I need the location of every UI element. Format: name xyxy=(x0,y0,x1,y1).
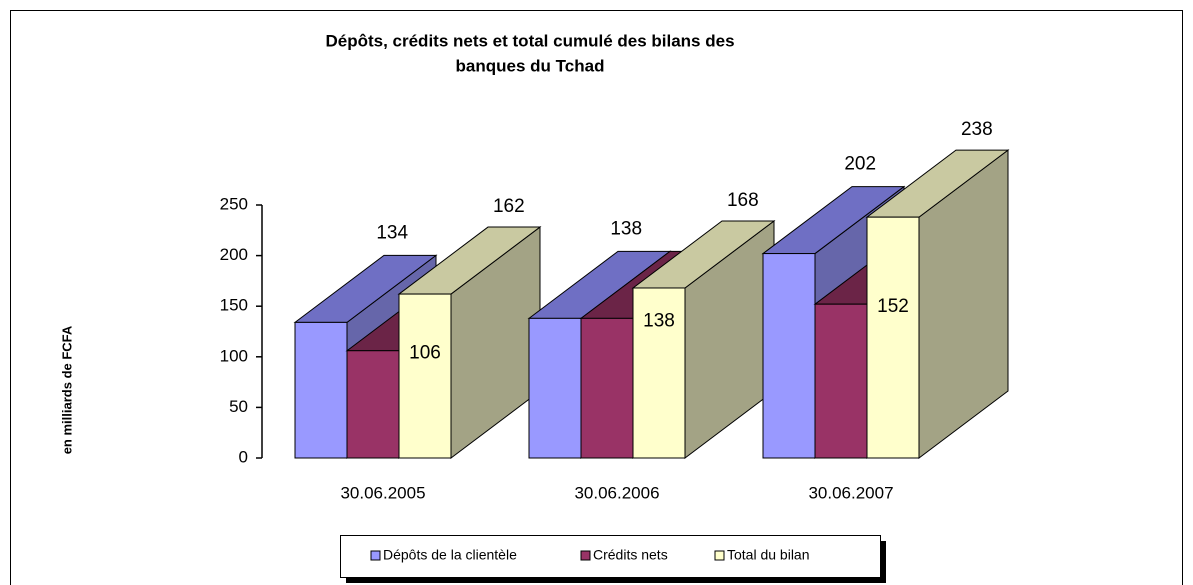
y-tick-label: 250 xyxy=(220,194,248,213)
data-label: 168 xyxy=(727,190,759,211)
data-label: 152 xyxy=(877,296,909,317)
y-tick-label: 100 xyxy=(220,346,248,365)
bar xyxy=(580,317,634,459)
x-tick-label: 30.06.2007 xyxy=(808,483,893,502)
y-tick-label: 200 xyxy=(220,245,248,264)
legend-swatch xyxy=(580,550,591,561)
bar xyxy=(632,287,686,459)
data-label: 162 xyxy=(493,196,525,217)
x-tick-label: 30.06.2006 xyxy=(574,483,659,502)
y-tick-label: 150 xyxy=(220,296,248,315)
bar xyxy=(528,317,582,459)
y-axis-title: en milliards de FCFA xyxy=(59,325,74,454)
legend xyxy=(340,535,881,578)
legend-swatch xyxy=(370,550,381,561)
data-label: 106 xyxy=(409,343,441,364)
y-tick-label: 0 xyxy=(239,447,248,466)
data-label: 238 xyxy=(961,119,993,140)
data-label: 138 xyxy=(643,310,675,331)
chart-title: Dépôts, crédits nets et total cumulé des… xyxy=(325,31,734,50)
bar xyxy=(398,293,452,459)
data-label: 202 xyxy=(844,154,876,175)
chart-title: banques du Tchad xyxy=(456,56,605,75)
data-label: 138 xyxy=(610,218,642,239)
bar xyxy=(762,253,816,459)
data-label: 134 xyxy=(376,222,408,243)
legend-swatch xyxy=(714,550,725,561)
bar xyxy=(814,303,868,459)
legend-label: Total du bilan xyxy=(727,547,810,563)
legend-label: Dépôts de la clientèle xyxy=(383,547,517,563)
y-tick-label: 50 xyxy=(229,397,248,416)
legend-label: Crédits nets xyxy=(593,547,668,563)
bar xyxy=(294,321,348,459)
bar xyxy=(866,216,920,459)
x-tick-label: 30.06.2005 xyxy=(340,483,425,502)
bar xyxy=(346,350,400,459)
